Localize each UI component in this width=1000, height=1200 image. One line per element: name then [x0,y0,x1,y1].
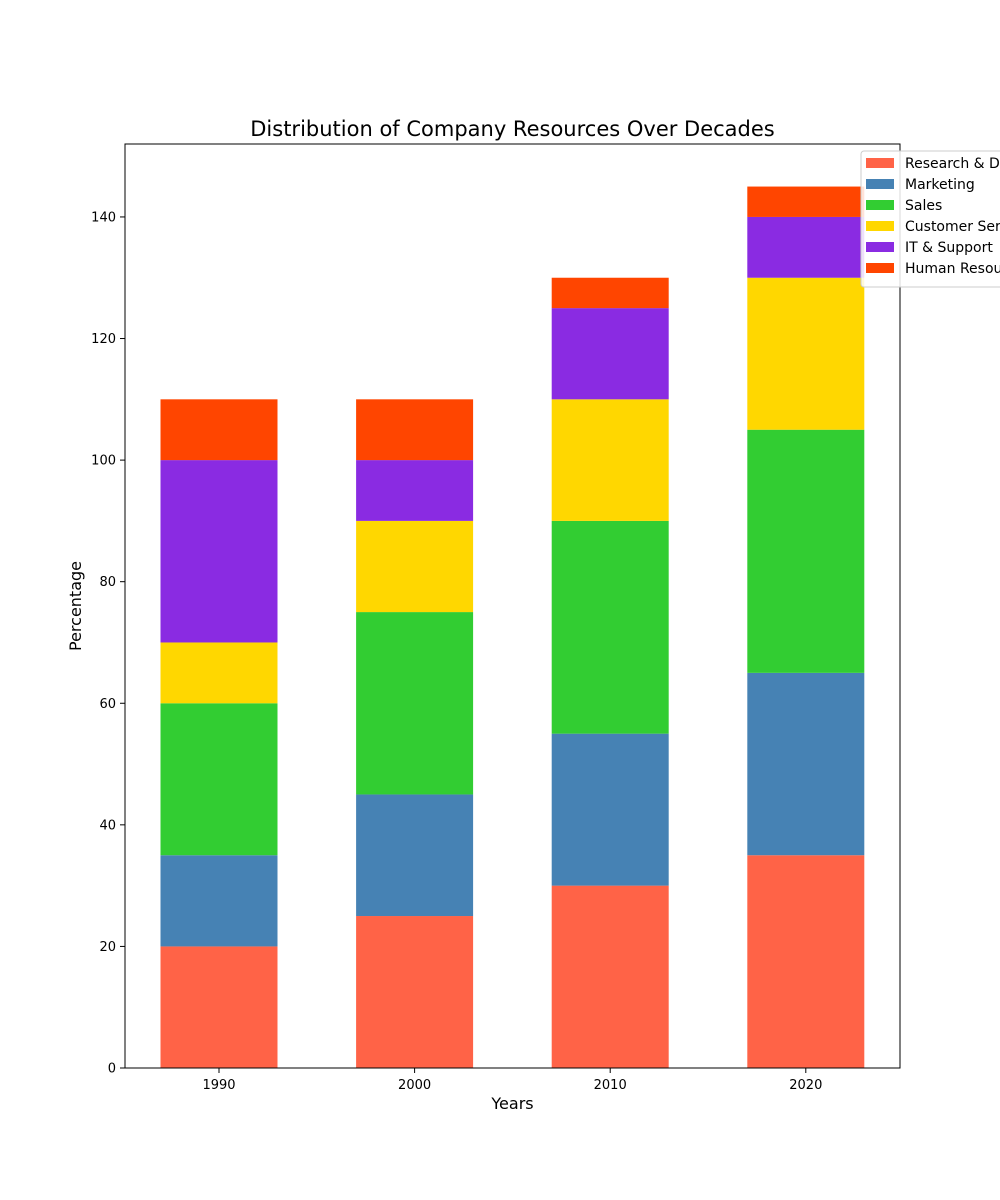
bar-2000-series-5 [356,399,474,461]
bar-1990-series-1 [160,855,278,947]
bar-2010-series-0 [551,885,669,1068]
x-axis: 1990 2000 2010 2020 [202,1068,822,1093]
x-axis-label: Years [490,1094,533,1113]
y-tick-label-140: 140 [91,210,116,225]
legend-label-4: IT & Support [905,240,993,256]
bar-2010-series-3 [551,399,669,521]
legend-swatch-0 [866,158,894,168]
legend-swatch-1 [866,179,894,189]
bar-2010-series-5 [551,277,669,309]
bar-1990-series-0 [160,946,278,1068]
x-tick-label-2010: 2010 [594,1078,627,1093]
bar-2020-series-4 [747,216,865,278]
bar-2000-series-2 [356,612,474,795]
bar-2010-series-4 [551,308,669,400]
y-tick-label-40: 40 [99,818,116,833]
y-tick-label-100: 100 [91,454,116,469]
y-tick-label-0: 0 [108,1062,116,1077]
bar-2020-series-1 [747,672,865,856]
x-tick-label-2020: 2020 [789,1078,822,1093]
y-axis-label: Percentage [66,561,85,651]
y-tick-label-80: 80 [99,575,116,590]
legend-label-2: Sales [905,198,942,214]
y-tick-label-60: 60 [99,697,116,712]
legend-swatch-4 [866,242,894,252]
bar-2000-series-1 [356,794,474,917]
bar-2020-series-0 [747,855,865,1068]
legend-label-0: Research & Development [905,156,1000,172]
y-axis: 0 20 40 60 80 100 120 140 [91,210,125,1077]
bar-2000-series-0 [356,916,474,1068]
bar-2000-series-3 [356,520,474,613]
legend-label-5: Human Resources [905,261,1000,277]
bar-2020-series-5 [747,186,865,217]
bar-2010-series-1 [551,733,669,886]
legend-swatch-5 [866,263,894,273]
y-tick-label-20: 20 [99,940,116,955]
x-tick-label-2000: 2000 [398,1078,431,1093]
bar-2000-series-4 [356,460,474,521]
bars-group [160,186,865,1068]
legend-label-3: Customer Service [905,219,1000,235]
x-tick-label-1990: 1990 [202,1078,235,1093]
legend-label-1: Marketing [905,177,975,193]
bar-2020-series-3 [747,277,865,430]
bar-2010-series-2 [551,520,669,734]
bar-1990-series-4 [160,460,278,643]
bar-1990-series-5 [160,399,278,461]
bar-1990-series-2 [160,703,278,856]
chart-title: Distribution of Company Resources Over D… [250,117,775,141]
legend-swatch-2 [866,200,894,210]
legend-swatch-3 [866,221,894,231]
bar-1990-series-3 [160,642,278,704]
bar-2020-series-2 [747,429,865,673]
y-tick-label-120: 120 [91,332,116,347]
legend-box [860,150,1000,288]
legend: Research & Development Marketing Sales Cust… [860,150,1000,288]
plot-frame [124,143,901,1069]
